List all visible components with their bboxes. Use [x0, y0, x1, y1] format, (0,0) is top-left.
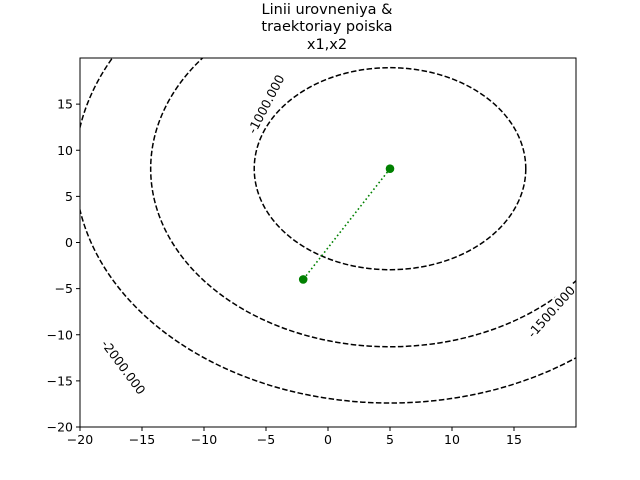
- x-tick-label: −20: [67, 432, 93, 447]
- y-tick-label: 10: [57, 143, 73, 158]
- chart-title-line-1: Linii urovneniya &: [262, 2, 393, 18]
- x-tick-label: 15: [506, 432, 522, 447]
- y-axis: −20 −15 −10 −5 0 5 10 15: [47, 97, 80, 435]
- trajectory-point-2: [298, 275, 308, 284]
- x-tick-label: 10: [444, 432, 460, 447]
- chart-title-line-2: traektoriay poiska: [261, 19, 392, 35]
- y-tick-label: −5: [55, 281, 73, 296]
- y-tick-label: 0: [65, 235, 73, 250]
- x-tick-label: 0: [324, 432, 332, 447]
- trajectory-point-1: [385, 164, 395, 173]
- y-tick-label: −20: [47, 420, 73, 435]
- chart-title-line-3: x1,x2: [307, 37, 347, 53]
- contour-line-1: [253, 66, 527, 271]
- y-tick-label: −15: [47, 373, 73, 388]
- trajectory-layer: [298, 164, 395, 284]
- x-tick-label: −5: [257, 432, 275, 447]
- x-tick-label: 5: [386, 432, 394, 447]
- x-tick-label: −15: [129, 432, 155, 447]
- contour-line-2: [150, 58, 576, 348]
- y-tick-label: 15: [57, 97, 73, 112]
- contour-layer: [80, 58, 576, 404]
- x-axis: −20 −15 −10 −5 0 5 10 15: [67, 427, 522, 447]
- x-tick-label: −10: [191, 432, 217, 447]
- y-tick-label: −10: [47, 327, 73, 342]
- y-tick-label: 5: [65, 189, 73, 204]
